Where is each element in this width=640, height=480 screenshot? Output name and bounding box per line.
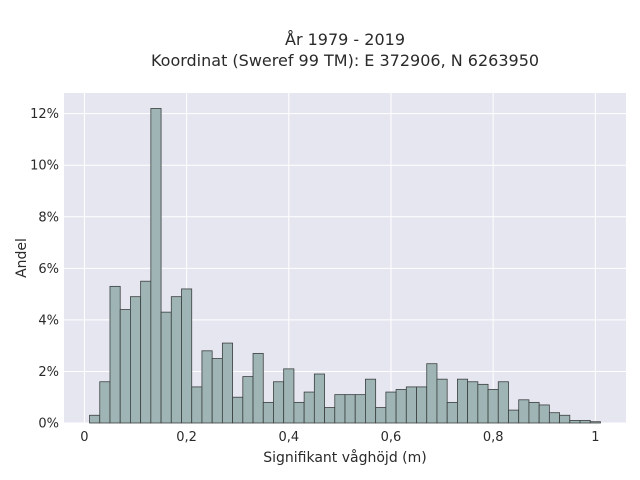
histogram-bar <box>313 373 325 424</box>
histogram-bar <box>334 394 346 424</box>
histogram-bar <box>273 381 285 424</box>
histogram-bar <box>395 389 407 424</box>
histogram-bar <box>99 381 111 424</box>
y-tick-label: 4% <box>38 313 59 328</box>
chart-title: År 1979 - 2019 <box>285 30 405 49</box>
histogram-bar <box>119 309 131 424</box>
y-axis-label: Andel <box>14 238 30 278</box>
histogram-bar <box>446 401 458 424</box>
histogram-bar <box>385 391 397 424</box>
x-tick-label: 0,2 <box>176 430 197 445</box>
histogram-bar <box>242 376 254 424</box>
histogram-bar <box>252 352 264 424</box>
histogram-bar <box>375 407 387 424</box>
x-tick-label: 1 <box>591 430 599 445</box>
histogram-bar <box>89 414 101 424</box>
histogram-bar <box>569 420 581 424</box>
histogram-bar <box>579 420 591 424</box>
chart-subtitle: Koordinat (Sweref 99 TM): E 372906, N 62… <box>151 51 539 70</box>
histogram-bar <box>211 358 223 424</box>
histogram-bar <box>426 363 438 424</box>
histogram-bar <box>160 311 172 424</box>
histogram-bar <box>538 404 550 424</box>
histogram-bar <box>416 386 428 424</box>
histogram-bar <box>518 399 530 424</box>
histogram-bar <box>140 280 152 424</box>
y-tick-label: 0% <box>38 417 59 432</box>
histogram-bar <box>528 401 540 424</box>
histogram-bar <box>201 350 213 424</box>
histogram-bar <box>232 396 244 424</box>
x-tick-label: 0,6 <box>381 430 402 445</box>
y-tick-label: 8% <box>38 210 59 225</box>
histogram-bar <box>487 389 499 424</box>
x-tick-label: 0 <box>80 430 88 445</box>
histogram-bar <box>283 368 295 424</box>
histogram-bar <box>344 394 356 424</box>
histogram-bar <box>508 409 520 424</box>
histogram-bar <box>477 383 489 424</box>
histogram-bar <box>221 342 234 424</box>
y-tick-label: 10% <box>30 159 59 174</box>
y-tick-label: 2% <box>38 365 59 380</box>
y-ticks: 0% 2% 4% 6% 8% 10% 12% <box>30 107 59 431</box>
histogram-bar <box>354 394 366 424</box>
y-tick-label: 12% <box>30 107 59 122</box>
histogram-bar <box>181 288 193 424</box>
y-tick-label: 6% <box>38 262 59 277</box>
histogram-bar <box>589 421 601 424</box>
x-tick-label: 0,4 <box>278 430 299 445</box>
histogram-bar <box>150 108 162 424</box>
histogram-bar <box>324 407 336 424</box>
histogram-bar <box>191 386 203 424</box>
histogram-bar <box>170 296 182 424</box>
histogram-bar <box>467 381 479 424</box>
histogram-bar <box>109 285 121 424</box>
histogram-bar <box>405 386 417 424</box>
histogram-bar <box>456 378 469 424</box>
histogram-bar <box>436 378 448 424</box>
histogram-bar <box>559 414 571 424</box>
histogram-bar <box>365 378 377 424</box>
x-axis-label: Signifikant våghöjd (m) <box>263 449 426 466</box>
histogram-bar <box>303 391 315 424</box>
histogram-bar <box>262 401 274 424</box>
histogram-bar <box>497 381 509 424</box>
histogram-bar <box>293 401 305 424</box>
x-tick-label: 0,8 <box>483 430 504 445</box>
x-ticks: 0 0,2 0,4 0,6 0,8 1 <box>80 430 599 445</box>
bars <box>89 108 601 424</box>
histogram-bar <box>130 296 142 424</box>
histogram-bar <box>548 412 560 424</box>
